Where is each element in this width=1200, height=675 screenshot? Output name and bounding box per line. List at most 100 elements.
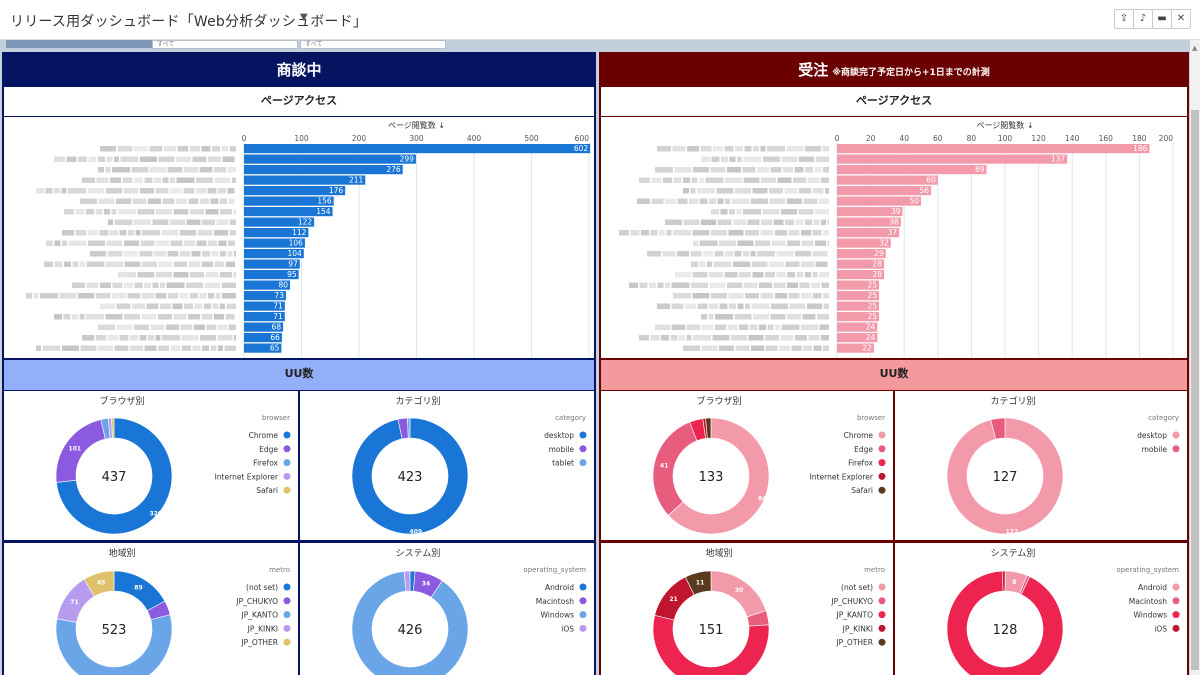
filter-select-2[interactable]: すべて [300, 40, 446, 49]
bar[interactable] [244, 249, 304, 259]
bar[interactable] [837, 217, 901, 227]
slice-safari[interactable] [111, 417, 115, 439]
category-label [655, 167, 829, 173]
bar[interactable] [837, 343, 874, 353]
bar[interactable] [837, 249, 886, 259]
legend-item-label: Chrome [249, 431, 279, 440]
bar[interactable] [837, 312, 879, 322]
dashboard-title[interactable]: リリース用ダッシュボード「Web分析ダッシュボード」 [10, 14, 368, 30]
donut-total: 426 [398, 623, 423, 638]
bar-value-label: 65 [270, 344, 280, 353]
bar[interactable] [244, 259, 300, 269]
slice-jp-other[interactable] [83, 570, 115, 597]
bar[interactable] [837, 291, 879, 301]
donut-title: カテゴリ別 [990, 395, 1035, 407]
slice-mobile[interactable] [990, 417, 1006, 440]
bar[interactable] [244, 217, 315, 227]
legend-swatch [1172, 597, 1180, 605]
donut-svg: システム別8118128operating_systemAndroidMacin… [946, 548, 1180, 675]
scroll-up-arrow-icon[interactable]: ▲ [1192, 44, 1198, 52]
slice-safari[interactable] [705, 417, 712, 439]
bar[interactable] [244, 144, 591, 154]
bar[interactable] [244, 196, 334, 206]
bar[interactable] [837, 270, 885, 280]
x-tick-label: 20 [866, 134, 876, 143]
bar[interactable] [837, 154, 1068, 164]
bar-value-label: 602 [574, 144, 589, 153]
x-tick-label: 0 [242, 134, 247, 143]
slice-chrome[interactable] [56, 417, 173, 535]
slice-jp-other[interactable] [684, 570, 712, 596]
bar[interactable] [244, 207, 333, 217]
legend-item-label: Safari [851, 486, 873, 495]
bar[interactable] [837, 238, 891, 248]
slice-chrome[interactable] [667, 417, 770, 535]
bar[interactable] [837, 280, 879, 290]
bar-value-label: 156 [317, 197, 332, 206]
bar[interactable] [244, 312, 285, 322]
bar[interactable] [837, 144, 1150, 154]
slice-jp-kanto[interactable] [55, 614, 173, 675]
bar[interactable] [244, 291, 286, 301]
slice-desktop[interactable] [946, 417, 1064, 535]
bar[interactable] [244, 238, 305, 248]
bar[interactable] [244, 228, 309, 238]
page-access-bar-chart: ページ閲覧数 ↓ 0 100 200 300 400 500 600 602 299 276 211 1… [4, 117, 594, 358]
legend-swatch [283, 597, 291, 605]
bar-value-label: 122 [298, 218, 313, 227]
slice-value-label: 45 [97, 580, 105, 587]
filter-tab[interactable] [6, 40, 152, 48]
slice-windows[interactable] [351, 570, 469, 675]
bar[interactable] [244, 270, 299, 280]
folder-icon[interactable]: ▬ [1152, 9, 1172, 29]
share-icon[interactable]: ⇪ [1114, 9, 1134, 29]
bar[interactable] [837, 301, 879, 311]
panel-header: 商談中 [2, 52, 596, 87]
scrollbar-thumb[interactable] [1191, 110, 1199, 670]
bar[interactable] [244, 301, 285, 311]
filter-select-1[interactable]: すべて [152, 40, 298, 49]
donut-category: カテゴリ別 409 423 category desktop mobile tablet [300, 391, 594, 540]
bar-value-label: 97 [288, 260, 298, 269]
slice-tablet[interactable] [407, 417, 411, 439]
bar[interactable] [837, 333, 878, 343]
bar[interactable] [244, 322, 284, 332]
bar[interactable] [837, 165, 987, 175]
slice-value-label: 11 [696, 579, 704, 586]
slice-ios[interactable] [1001, 570, 1006, 592]
bar[interactable] [244, 333, 282, 343]
donut-browser: ブラウザ別 84 41 133 browser Chrome Edge Firefox Inte… [601, 391, 893, 540]
donut-total: 128 [993, 623, 1018, 638]
slice-ios[interactable] [403, 570, 411, 592]
bar[interactable] [837, 322, 878, 332]
bar[interactable] [244, 280, 290, 290]
chevron-down-icon[interactable]: ▼ [300, 12, 308, 23]
bar[interactable] [244, 343, 282, 353]
bar[interactable] [244, 175, 366, 185]
bar[interactable] [837, 196, 921, 206]
bar[interactable] [837, 186, 932, 196]
bar[interactable] [244, 165, 403, 175]
bar[interactable] [244, 154, 416, 164]
donut-title: 地域別 [705, 547, 732, 559]
bell-icon[interactable]: ♪ [1133, 9, 1153, 29]
category-label [90, 251, 236, 257]
x-tick-label: 0 [835, 134, 840, 143]
close-icon[interactable]: ✕ [1171, 9, 1191, 29]
bar-value-label: 60 [926, 176, 936, 185]
bar[interactable] [244, 186, 346, 196]
donut-title: ブラウザ別 [696, 395, 741, 407]
bar[interactable] [837, 228, 900, 238]
bar[interactable] [837, 175, 938, 185]
slice-windows[interactable] [946, 570, 1064, 675]
slice-jp-kanto[interactable] [652, 614, 770, 675]
legend-item-label: Chrome [844, 431, 874, 440]
bar-value-label: 32 [879, 239, 889, 248]
donut-svg: 地域別30832111151metro(not set)JP_CHUKYOJP_… [652, 547, 886, 675]
x-tick-label: 120 [1031, 134, 1046, 143]
bar[interactable] [837, 259, 885, 269]
slice-desktop[interactable] [351, 417, 469, 535]
category-label [639, 335, 829, 341]
bar[interactable] [837, 207, 903, 217]
